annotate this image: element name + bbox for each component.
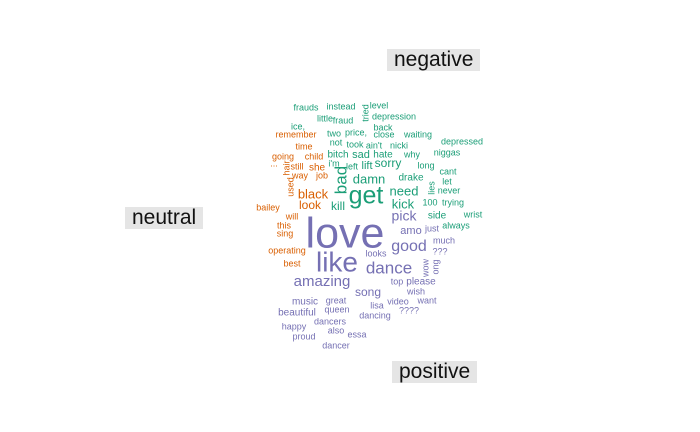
word-positive: also [328,325,345,335]
word-positive: want [416,295,437,305]
word-negative: kill [331,199,345,213]
word-positive: like [316,246,358,277]
word-neutral: way [291,170,309,180]
word-neutral: she [309,163,326,174]
word-negative: back [373,122,393,132]
word-positive: great [326,295,347,305]
word-neutral: this [277,220,292,230]
word-negative: not [330,137,343,147]
word-positive: dancer [322,340,350,350]
word-neutral: time [295,141,312,151]
word-positive: much [433,235,455,245]
word-negative: why [403,149,421,159]
word-positive: essa [347,329,366,339]
word-negative: side [428,211,447,222]
word-positive: top [391,276,404,286]
word-neutral: will [285,211,299,221]
word-negative: instead [326,101,355,111]
word-negative: bitch [327,150,348,161]
word-negative: tried [360,104,370,122]
word-negative: lift [362,160,373,172]
word-negative: drake [398,173,423,184]
word-negative: get [349,182,384,210]
word-negative: depressed [441,136,483,146]
word-negative: i'm [328,158,339,168]
word-positive: queen [324,304,349,314]
word-negative: trying [442,197,464,207]
word-positive: love [306,209,385,257]
group-label-negative: negative [387,49,481,71]
word-neutral: job [315,170,328,180]
word-positive: amazing [294,273,351,290]
word-negative: nicki [390,140,408,150]
word-negative: price, [345,127,367,137]
word-positive: dancing [359,310,391,320]
word-positive: ong [430,259,440,274]
word-negative: fraud [333,115,354,125]
word-positive: ???? [399,305,419,315]
word-negative: waiting [403,129,432,139]
word-neutral: used [285,177,295,197]
word-negative: niggas [434,147,461,157]
word-negative: left [346,161,359,171]
word-neutral: bailey [256,202,280,212]
word-positive: good [391,238,427,255]
word-negative: sad [352,149,370,161]
word-positive: dancers [314,316,347,326]
word-negative: cant [439,166,457,176]
word-negative: depression [372,111,416,121]
word-positive: dance [366,258,412,277]
word-negative: little [317,113,333,123]
word-positive: wish [406,286,425,296]
word-negative: damn [353,171,386,186]
word-positive: beautiful [278,308,316,319]
word-neutral: going [272,151,294,161]
word-negative: two [327,128,341,138]
word-positive: ??? [432,246,447,256]
word-negative: never [438,185,461,195]
word-negative: hate [373,150,393,161]
word-negative: bad [331,166,350,194]
word-negative: need [390,183,419,198]
word-negative: long [417,160,434,170]
word-negative: always [442,220,470,230]
word-positive: please [406,277,436,288]
word-negative: kick [392,196,415,211]
word-negative: ain't [366,140,383,150]
word-negative: close [373,129,394,139]
word-neutral: remember [275,129,316,139]
word-negative: lies [426,181,436,195]
word-negative: ice, [291,121,305,131]
word-positive: amo [400,225,421,237]
group-label-neutral: neutral [125,207,204,229]
word-positive: wow [420,259,430,279]
word-negative: 100 [422,197,437,207]
word-negative: level [370,100,389,110]
word-neutral: operating [268,245,306,255]
word-neutral: black [298,186,329,201]
word-positive: proud [292,331,315,341]
word-neutral: best [283,258,301,268]
word-negative: wrist [463,209,483,219]
word-negative: let [442,176,452,186]
word-negative: frauds [293,102,319,112]
word-positive: just [424,223,440,233]
word-positive: music [292,297,318,308]
word-positive: pick [392,208,418,224]
word-positive: lisa [370,300,384,310]
word-neutral: ... [270,158,278,168]
word-neutral: look [299,198,322,212]
group-label-positive: positive [392,361,478,383]
word-neutral: sing [277,228,294,238]
word-positive: looks [365,248,387,258]
word-neutral: still [291,161,304,171]
word-neutral: hair [281,160,291,175]
word-negative: sorry [375,156,402,170]
word-negative: took [346,139,364,149]
word-positive: video [387,296,409,306]
word-neutral: child [305,151,324,161]
word-positive: happy [282,321,307,331]
word-positive: song [355,285,381,299]
